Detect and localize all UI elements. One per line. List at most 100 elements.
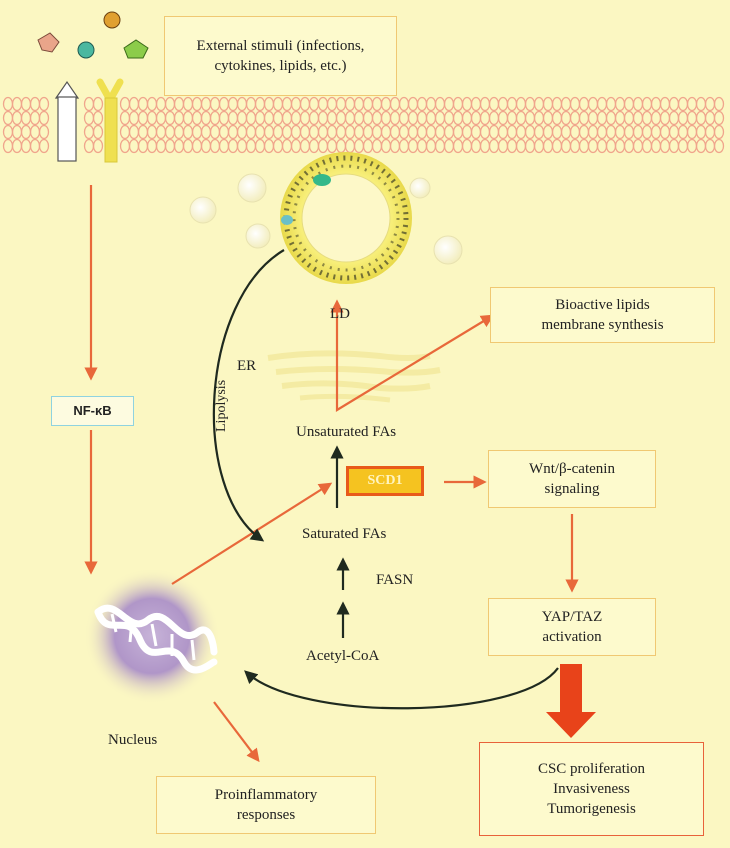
membrane-lipid xyxy=(317,124,329,140)
membrane-lipid xyxy=(641,138,653,154)
membrane-lipid xyxy=(416,124,428,140)
membrane-lipid xyxy=(416,110,428,126)
membrane-lipid xyxy=(254,124,266,140)
membrane-lipid xyxy=(20,124,32,140)
membrane-lipid xyxy=(20,110,32,126)
membrane-lipid xyxy=(344,96,356,112)
membrane-lipid xyxy=(569,124,581,140)
acetyl-coa-label: Acetyl-CoA xyxy=(306,648,380,664)
membrane-lipid xyxy=(686,110,698,126)
membrane-lipid xyxy=(290,110,302,126)
membrane-lipid xyxy=(452,138,464,154)
lipolysis-label: Lipolysis xyxy=(214,379,229,432)
membrane-lipid xyxy=(695,110,707,126)
csc-line-2: Invasiveness xyxy=(553,781,630,797)
membrane-lipid xyxy=(200,96,212,112)
membrane-lipid xyxy=(371,138,383,154)
membrane-lipid xyxy=(596,96,608,112)
membrane-lipid xyxy=(650,138,662,154)
membrane-lipid xyxy=(452,96,464,112)
membrane-lipid xyxy=(407,96,419,112)
wnt-line-2: signaling xyxy=(544,481,600,497)
csc-line-3: Tumorigenesis xyxy=(547,801,636,817)
membrane-lipid xyxy=(497,124,509,140)
membrane-lipid xyxy=(128,96,140,112)
membrane-lipid xyxy=(92,138,104,154)
membrane-lipid xyxy=(380,96,392,112)
membrane-lipid xyxy=(308,96,320,112)
membrane-lipid xyxy=(128,110,140,126)
csc-line-1: CSC proliferation xyxy=(537,761,646,777)
membrane-lipid xyxy=(29,124,41,140)
membrane-lipid xyxy=(713,110,725,126)
membrane-lipid xyxy=(713,124,725,140)
arrow-yap-to-csc xyxy=(546,664,596,738)
membrane-lipid xyxy=(470,138,482,154)
membrane-lipid xyxy=(164,138,176,154)
membrane-lipid xyxy=(281,138,293,154)
membrane-lipid xyxy=(443,138,455,154)
membrane-lipid xyxy=(569,110,581,126)
membrane-lipid xyxy=(695,124,707,140)
membrane-lipid xyxy=(362,110,374,126)
membrane-lipid xyxy=(38,138,50,154)
membrane-lipid xyxy=(146,138,158,154)
membrane-lipid xyxy=(434,138,446,154)
membrane-lipid xyxy=(11,124,23,140)
membrane-lipid xyxy=(614,96,626,112)
membrane-lipid xyxy=(119,96,131,112)
receptor-white xyxy=(54,80,80,162)
membrane-lipid xyxy=(173,96,185,112)
membrane-lipid xyxy=(515,110,527,126)
membrane-lipid xyxy=(605,138,617,154)
membrane-lipid xyxy=(389,96,401,112)
membrane-lipid xyxy=(344,124,356,140)
membrane-lipid xyxy=(641,96,653,112)
membrane-lipid xyxy=(479,124,491,140)
membrane-lipid xyxy=(533,110,545,126)
membrane-lipid xyxy=(470,96,482,112)
external-stimuli-line-2: cytokines, lipids, etc.) xyxy=(214,58,347,74)
membrane-lipid xyxy=(434,96,446,112)
membrane-lipid xyxy=(533,96,545,112)
membrane-lipid xyxy=(470,124,482,140)
membrane-lipid xyxy=(533,124,545,140)
membrane-lipid xyxy=(461,138,473,154)
endoplasmic-reticulum xyxy=(267,350,441,403)
membrane-lipid xyxy=(434,124,446,140)
membrane-lipid xyxy=(398,124,410,140)
membrane-lipid xyxy=(308,138,320,154)
membrane-lipid xyxy=(191,124,203,140)
er-label: ER xyxy=(237,358,257,374)
membrane-lipid xyxy=(290,124,302,140)
membrane-lipid xyxy=(353,138,365,154)
membrane-lipid xyxy=(20,96,32,112)
membrane-lipid xyxy=(137,110,149,126)
membrane-lipid xyxy=(272,110,284,126)
membrane-lipid xyxy=(119,124,131,140)
membrane-lipid xyxy=(488,110,500,126)
membrane-lipid xyxy=(218,96,230,112)
membrane-lipid xyxy=(38,110,50,126)
membrane-lipid xyxy=(38,124,50,140)
membrane-lipid xyxy=(218,138,230,154)
membrane-lipid xyxy=(443,124,455,140)
membrane-lipid xyxy=(560,124,572,140)
membrane-lipid xyxy=(659,124,671,140)
membrane-lipid xyxy=(83,124,95,140)
membrane-lipid xyxy=(164,110,176,126)
membrane-lipid xyxy=(614,110,626,126)
membrane-lipid xyxy=(191,138,203,154)
membrane-lipid xyxy=(488,124,500,140)
membrane-lipid xyxy=(29,110,41,126)
cell-membrane xyxy=(2,96,725,154)
membrane-lipid xyxy=(335,124,347,140)
membrane-lipid xyxy=(191,110,203,126)
membrane-lipid xyxy=(614,138,626,154)
membrane-lipid xyxy=(371,110,383,126)
membrane-lipid xyxy=(146,124,158,140)
membrane-lipid xyxy=(524,96,536,112)
membrane-lipid xyxy=(632,96,644,112)
membrane-lipid xyxy=(380,110,392,126)
